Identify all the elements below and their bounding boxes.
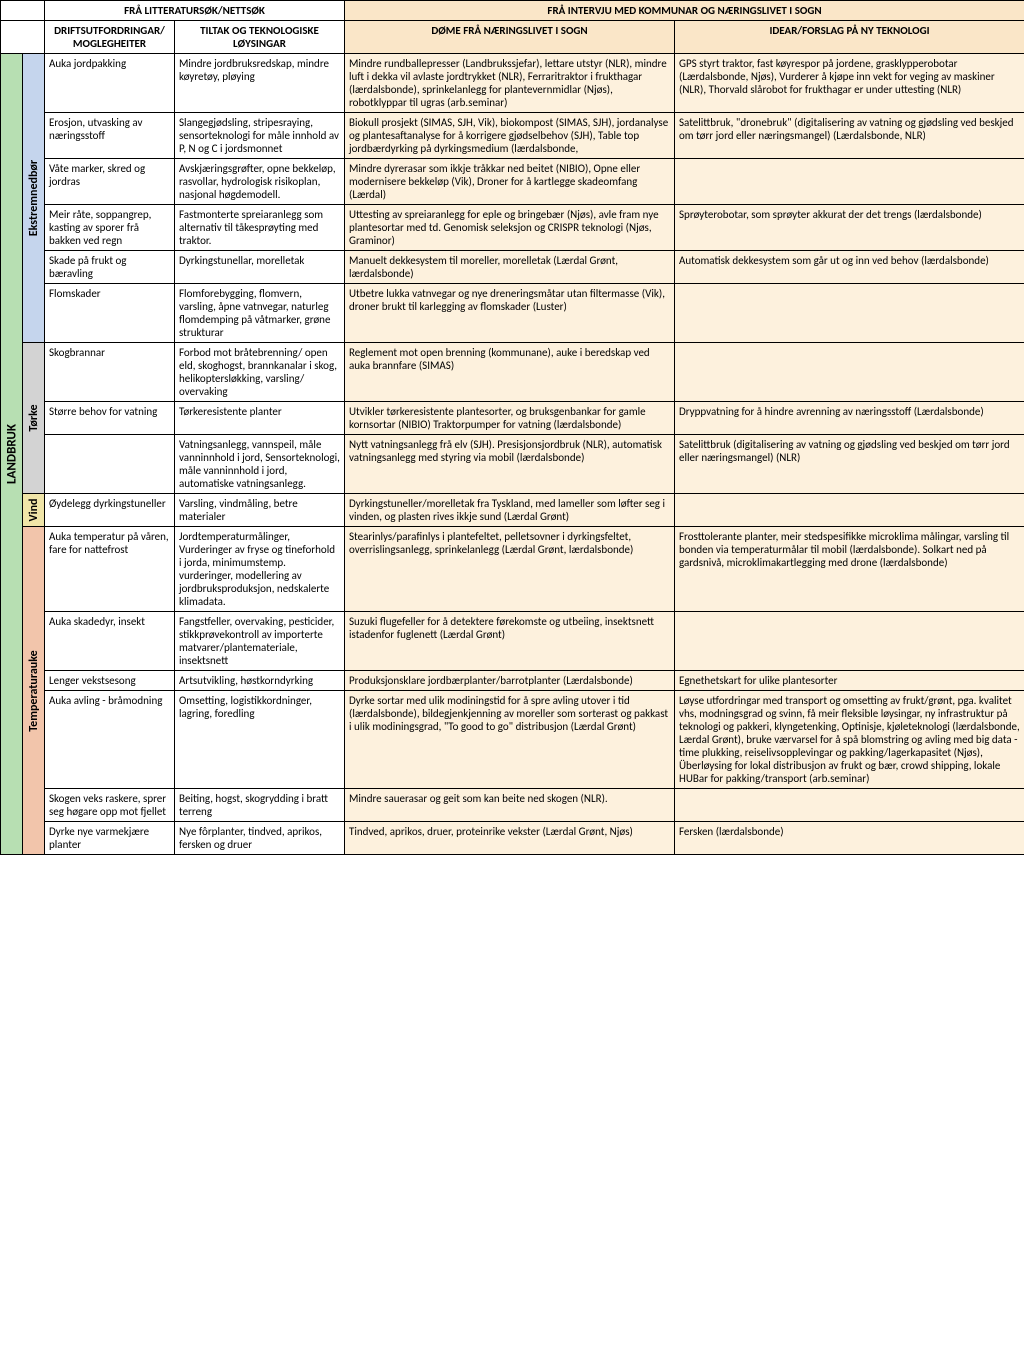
section-label: LANDBRUK xyxy=(4,424,19,484)
cell-dome: Tindved, aprikos, druer, proteinrike vek… xyxy=(345,822,675,855)
cell-drift: Øydelegg dyrkingstuneller xyxy=(45,494,175,527)
cell-dome: Utbetre lukka vatnvegar og nye drenering… xyxy=(345,284,675,343)
cell-dome: Biokull prosjekt (SIMAS, SJH, Vik), biok… xyxy=(345,113,675,159)
cell-dome: Nytt vatningsanlegg frå elv (SJH). Presi… xyxy=(345,435,675,494)
cell-idear: Fersken (lærdalsbonde) xyxy=(675,822,1024,855)
corner xyxy=(1,1,45,21)
cell-idear: Frosttolerante planter, meir stedspesifi… xyxy=(675,527,1024,612)
cell-dome: Mindre rundballepresser (Landbrukssjefar… xyxy=(345,54,675,113)
corner2 xyxy=(1,21,45,54)
cell-dome: Utvikler tørkeresistente plantesorter, o… xyxy=(345,402,675,435)
cell-dome: Suzuki flugefeller for å detektere førek… xyxy=(345,612,675,671)
cell-tiltak: Tørkeresistente planter xyxy=(175,402,345,435)
cell-idear: Løyse utfordringar med transport og omse… xyxy=(675,691,1024,789)
cell-tiltak: Forbod mot bråtebrenning/ open eld, skog… xyxy=(175,343,345,402)
cell-dome: Dyrkingstuneller/morelletak fra Tyskland… xyxy=(345,494,675,527)
cell-idear: Automatisk dekkesystem som går ut og inn… xyxy=(675,251,1024,284)
cell-dome: Manuelt dekkesystem til moreller, morell… xyxy=(345,251,675,284)
cell-idear xyxy=(675,159,1024,205)
cell-drift: Våte marker, skred og jordras xyxy=(45,159,175,205)
group-label: Vind xyxy=(27,499,41,522)
group-label: Ekstremnedbør xyxy=(27,160,41,236)
cell-idear xyxy=(675,789,1024,822)
cell-drift xyxy=(45,435,175,494)
cell-dome: Produksjonsklare jordbærplanter/barrotpl… xyxy=(345,671,675,691)
header-c3: DØME FRÅ NÆRINGSLIVET I SOGN xyxy=(345,21,675,54)
cell-dome: Uttesting av spreiaranlegg for eple og b… xyxy=(345,205,675,251)
cell-idear xyxy=(675,494,1024,527)
header-lit: FRÅ LITTERATURSØK/NETTSØK xyxy=(45,1,345,21)
group-Ekstremnedbør: Ekstremnedbør xyxy=(23,54,45,343)
cell-tiltak: Jordtemperaturmålinger, Vurderinger av f… xyxy=(175,527,345,612)
cell-idear: GPS styrt traktor, fast køyrespor på jor… xyxy=(675,54,1024,113)
main-table: FRÅ LITTERATURSØK/NETTSØKFRÅ INTERVJU ME… xyxy=(0,0,1024,855)
cell-tiltak: Avskjæringsgrøfter, opne bekkeløp, rasvo… xyxy=(175,159,345,205)
cell-tiltak: Beiting, hogst, skogrydding i bratt terr… xyxy=(175,789,345,822)
cell-drift: Større behov for vatning xyxy=(45,402,175,435)
cell-drift: Auka jordpakking xyxy=(45,54,175,113)
cell-idear: Dryppvatning for å hindre avrenning av n… xyxy=(675,402,1024,435)
cell-drift: Skogen veks raskere, sprer seg høgare op… xyxy=(45,789,175,822)
cell-tiltak: Artsutvikling, høstkorndyrking xyxy=(175,671,345,691)
section-landbruk: LANDBRUK xyxy=(1,54,23,855)
cell-dome: Reglement mot open brenning (kommunane),… xyxy=(345,343,675,402)
cell-dome: Mindre dyrerasar som ikkje tråkkar ned b… xyxy=(345,159,675,205)
cell-dome: Stearinlys/parafinlys i plantefeltet, pe… xyxy=(345,527,675,612)
cell-idear: Sprøyterobotar, som sprøyter akkurat der… xyxy=(675,205,1024,251)
cell-tiltak: Omsetting, logistikkordninger, lagring, … xyxy=(175,691,345,789)
cell-tiltak: Nye fôrplanter, tindved, aprikos, ferske… xyxy=(175,822,345,855)
group-label: Tørke xyxy=(27,404,41,431)
cell-idear: Satelittbruk, "dronebruk" (digitaliserin… xyxy=(675,113,1024,159)
cell-tiltak: Vatningsanlegg, vannspeil, måle vanninnh… xyxy=(175,435,345,494)
cell-dome: Mindre sauerasar og geit som kan beite n… xyxy=(345,789,675,822)
cell-drift: Meir råte, soppangrep, kasting av sporer… xyxy=(45,205,175,251)
cell-tiltak: Mindre jordbruksredskap, mindre køyretøy… xyxy=(175,54,345,113)
cell-tiltak: Slangegjødsling, stripesraying, sensorte… xyxy=(175,113,345,159)
group-Temperaturauke: Temperaturauke xyxy=(23,527,45,855)
cell-drift: Flomskader xyxy=(45,284,175,343)
header-c4: IDEAR/FORSLAG PÅ NY TEKNOLOGI xyxy=(675,21,1024,54)
cell-drift: Auka skadedyr, insekt xyxy=(45,612,175,671)
cell-drift: Skade på frukt og bæravling xyxy=(45,251,175,284)
cell-drift: Dyrke nye varmekjære planter xyxy=(45,822,175,855)
cell-tiltak: Flomforebygging, flomvern, varsling, åpn… xyxy=(175,284,345,343)
cell-drift: Auka temperatur på våren, fare for natte… xyxy=(45,527,175,612)
group-Tørke: Tørke xyxy=(23,343,45,494)
cell-idear xyxy=(675,284,1024,343)
cell-tiltak: Fangstfeller, overvaking, pesticider, st… xyxy=(175,612,345,671)
cell-tiltak: Dyrkingstunellar, morelletak xyxy=(175,251,345,284)
cell-idear: Satelittbruk (digitalisering av vatning … xyxy=(675,435,1024,494)
cell-idear: Egnethetskart for ulike plantesorter xyxy=(675,671,1024,691)
header-c2: TILTAK OG TEKNOLOGISKE LØYSINGAR xyxy=(175,21,345,54)
cell-drift: Skogbrannar xyxy=(45,343,175,402)
cell-drift: Auka avling - bråmodning xyxy=(45,691,175,789)
cell-tiltak: Varsling, vindmåling, betre materialer xyxy=(175,494,345,527)
cell-drift: Lenger vekstsesong xyxy=(45,671,175,691)
cell-idear xyxy=(675,343,1024,402)
cell-dome: Dyrke sortar med ulik modiningstid for å… xyxy=(345,691,675,789)
cell-drift: Erosjon, utvasking av næringsstoff xyxy=(45,113,175,159)
group-Vind: Vind xyxy=(23,494,45,527)
header-c1: DRIFTSUTFORDRINGAR/ MOGLEGHEITER xyxy=(45,21,175,54)
group-label: Temperaturauke xyxy=(27,650,41,731)
cell-tiltak: Fastmonterte spreiaranlegg som alternati… xyxy=(175,205,345,251)
header-int: FRÅ INTERVJU MED KOMMUNAR OG NÆRINGSLIVE… xyxy=(345,1,1024,21)
cell-idear xyxy=(675,612,1024,671)
